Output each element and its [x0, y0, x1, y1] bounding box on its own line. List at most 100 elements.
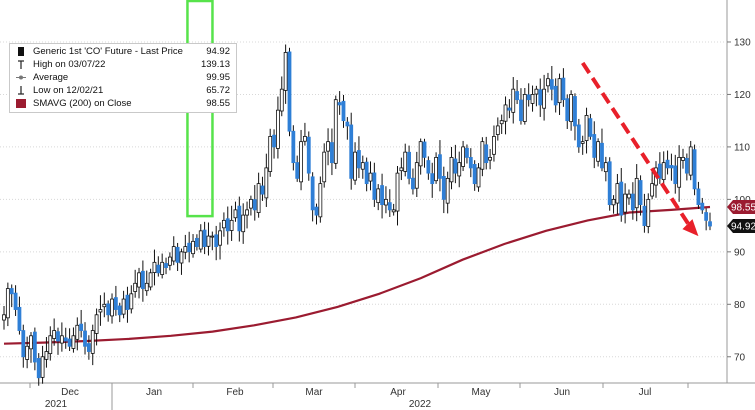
candle-body	[48, 335, 53, 355]
candle-body	[110, 298, 114, 317]
candle-body	[391, 209, 396, 213]
candle-body	[245, 209, 249, 216]
candle-body	[198, 230, 203, 250]
candle-body	[603, 162, 608, 173]
candle-body	[368, 172, 373, 182]
candle-body	[40, 356, 45, 378]
candle-body	[627, 193, 631, 199]
candle-body	[194, 237, 199, 247]
candle-body	[511, 88, 516, 113]
candle-body	[2, 314, 6, 321]
legend-value: 94.92	[206, 46, 230, 57]
candle-body	[611, 198, 616, 206]
candle-body	[137, 272, 141, 288]
arrow-layer	[581, 61, 699, 237]
legend-value: 98.55	[206, 98, 230, 109]
candle-body	[607, 161, 612, 206]
candle-body	[164, 263, 168, 268]
candle-body	[623, 193, 628, 213]
candle-body	[688, 146, 693, 176]
candle-body	[75, 324, 80, 340]
candle-body	[187, 242, 192, 253]
candle-body	[5, 288, 10, 319]
candle-body	[650, 183, 655, 197]
candle-body	[515, 91, 520, 101]
y-tick-label: 80	[734, 300, 746, 311]
candle-body	[507, 107, 512, 111]
candle-body	[21, 330, 26, 358]
candle-body	[565, 98, 570, 122]
candle-body	[384, 198, 388, 206]
candle-body	[229, 219, 234, 231]
candle-body	[669, 165, 674, 169]
candle-body	[387, 202, 392, 211]
candle-body	[708, 221, 712, 227]
candle-body	[52, 330, 57, 339]
candle-body	[576, 124, 581, 148]
candle-body	[357, 150, 361, 169]
last-price-tag-label: 94.92	[731, 222, 755, 233]
candle-body	[322, 151, 327, 183]
candle-body	[9, 288, 14, 295]
candle-body	[376, 188, 381, 204]
candle-body	[449, 156, 454, 183]
candle-body	[222, 219, 226, 229]
candle-body	[326, 141, 330, 152]
candle-body	[268, 136, 273, 172]
candle-body	[349, 124, 354, 179]
candle-body	[144, 282, 149, 292]
legend-label: High on 03/07/22	[33, 59, 106, 70]
x-tick-label: Jun	[554, 387, 570, 398]
candle-body	[318, 183, 323, 218]
legend-row-price: Generic 1st 'CO' Future - Last Price 94.…	[10, 46, 236, 57]
candle-body	[476, 167, 481, 188]
candle-body	[457, 162, 462, 177]
candle-body	[210, 235, 215, 238]
candle-body	[445, 177, 450, 204]
candle-body	[657, 163, 662, 179]
candle-body	[380, 185, 384, 206]
candle-body	[600, 142, 604, 169]
candle-body	[580, 141, 585, 144]
candle-body	[276, 109, 280, 149]
candle-body	[63, 337, 68, 342]
candle-body	[171, 246, 176, 262]
candle-body	[677, 156, 682, 188]
candle-body	[530, 94, 535, 104]
candle-body	[117, 305, 122, 316]
candle-body	[488, 156, 492, 161]
candle-body	[44, 351, 49, 360]
candle-body	[499, 120, 504, 125]
candle-body	[588, 118, 593, 137]
candle-body	[225, 218, 230, 232]
candle-body	[148, 272, 153, 288]
x-tick-label: Jan	[146, 387, 162, 398]
legend-label: SMAVG (200) on Close	[33, 98, 132, 109]
candle-body	[345, 121, 350, 127]
candle-body	[465, 147, 469, 158]
sma-price-tag	[727, 199, 755, 214]
candle-body	[29, 335, 33, 350]
x-tick-label: May	[472, 387, 491, 398]
candle-body	[584, 115, 589, 142]
candle-body	[407, 151, 411, 179]
legend-label: Average	[33, 72, 69, 83]
candle-body	[175, 246, 180, 263]
candle-body	[646, 198, 651, 227]
legend-value: 65.72	[206, 85, 230, 96]
candle-body	[32, 331, 37, 363]
candle-body	[526, 94, 531, 101]
candle-body	[56, 331, 60, 342]
candle-body	[341, 100, 346, 122]
average-marker-icon	[16, 75, 26, 80]
candle-body	[596, 141, 601, 162]
candle-body	[684, 157, 689, 174]
candle-body	[673, 165, 678, 185]
y-tick-label: 110	[734, 142, 750, 153]
candle-body	[160, 261, 165, 275]
candle-body	[152, 261, 157, 273]
candle-body	[252, 199, 257, 211]
candle-body	[283, 52, 288, 91]
